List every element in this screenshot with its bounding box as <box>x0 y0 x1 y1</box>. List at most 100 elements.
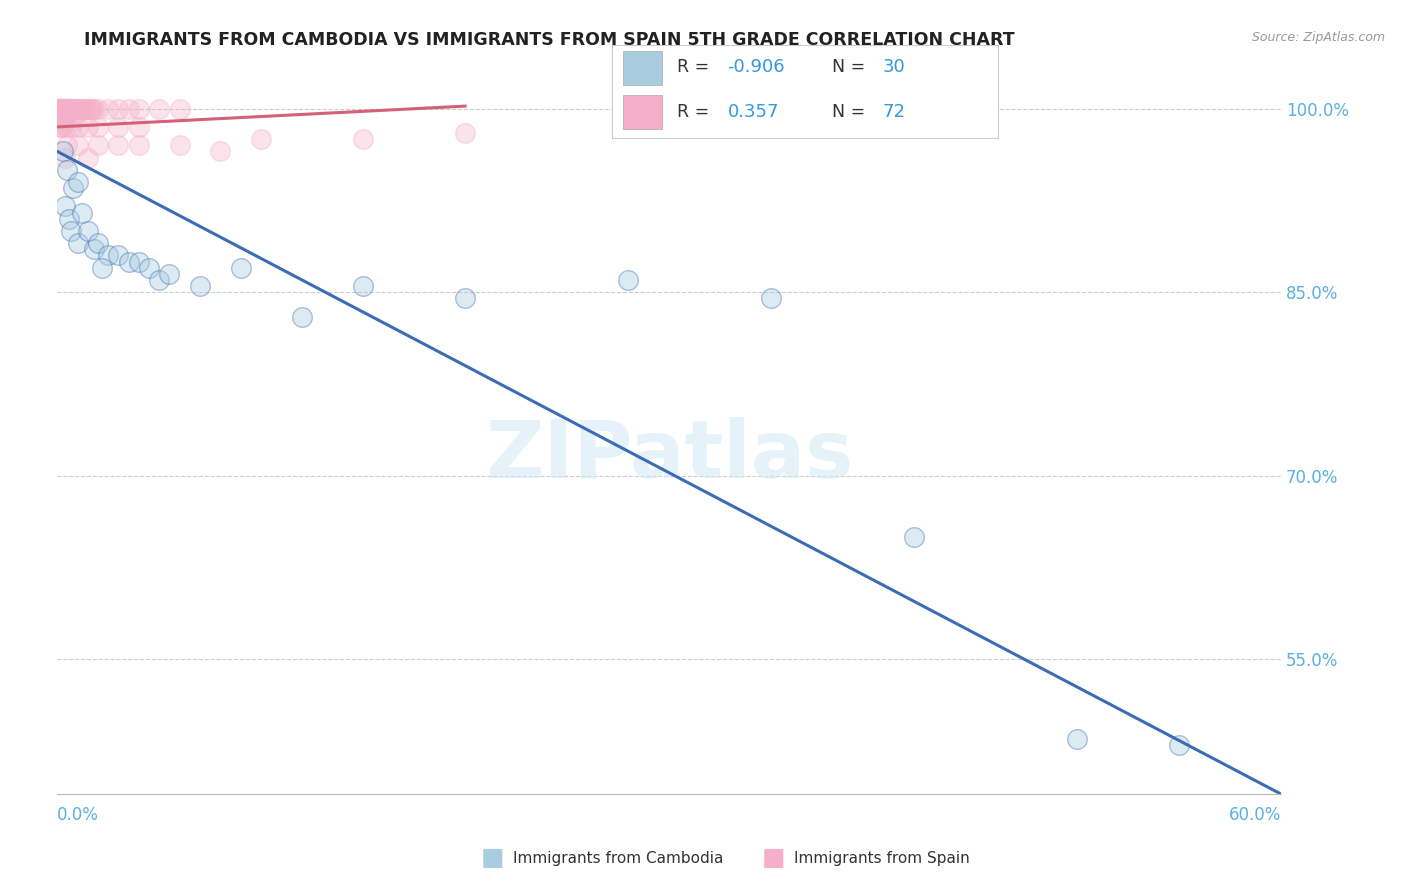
Point <box>128 138 150 153</box>
Point <box>65 102 87 116</box>
Point <box>51 120 73 134</box>
Point <box>52 102 75 116</box>
Point <box>617 273 640 287</box>
Point <box>759 291 782 305</box>
Text: ■: ■ <box>762 847 785 870</box>
Point <box>117 102 139 116</box>
Point <box>48 102 70 116</box>
Point <box>53 108 76 122</box>
Bar <box>623 51 662 85</box>
Text: N =: N = <box>832 58 870 76</box>
Point <box>56 102 79 116</box>
Text: 72: 72 <box>883 103 905 121</box>
Text: ZIPatlas: ZIPatlas <box>485 417 853 495</box>
Point <box>291 310 314 324</box>
Point <box>52 120 75 134</box>
Point <box>60 102 83 116</box>
Point <box>60 120 83 134</box>
Point <box>97 102 120 116</box>
Point <box>87 236 110 251</box>
Point <box>55 102 77 116</box>
Point <box>59 102 82 116</box>
Point <box>56 102 79 116</box>
Point <box>65 102 87 116</box>
Point <box>69 102 91 116</box>
Text: Immigrants from Cambodia: Immigrants from Cambodia <box>513 851 724 865</box>
Point <box>62 102 84 116</box>
Point <box>49 108 72 122</box>
Point <box>903 530 925 544</box>
Point <box>53 102 76 116</box>
Point <box>83 243 105 257</box>
Point <box>97 248 120 262</box>
Text: 60.0%: 60.0% <box>1229 806 1281 824</box>
Point <box>62 102 84 116</box>
Point <box>91 260 114 275</box>
Point <box>49 102 72 116</box>
Point <box>46 102 69 116</box>
Point <box>75 102 97 116</box>
Point <box>169 138 191 153</box>
Point <box>117 254 139 268</box>
Point <box>79 102 101 116</box>
Point <box>53 151 76 165</box>
Point <box>229 260 252 275</box>
Point <box>58 211 80 226</box>
Point <box>48 102 70 116</box>
Point <box>66 138 89 153</box>
Point <box>51 102 73 116</box>
Point <box>51 102 73 116</box>
Text: 0.0%: 0.0% <box>58 806 98 824</box>
Point <box>56 108 79 122</box>
Point <box>56 162 79 177</box>
Point <box>80 102 103 116</box>
Text: Source: ZipAtlas.com: Source: ZipAtlas.com <box>1251 31 1385 45</box>
Point <box>83 102 105 116</box>
Point <box>53 108 76 122</box>
Point <box>352 279 374 293</box>
Point <box>51 102 73 116</box>
Point <box>87 138 110 153</box>
Point <box>62 181 84 195</box>
Point <box>352 132 374 146</box>
Text: Immigrants from Spain: Immigrants from Spain <box>794 851 970 865</box>
Point <box>56 120 79 134</box>
Point <box>169 102 191 116</box>
Point <box>454 291 477 305</box>
Point <box>107 120 129 134</box>
Point <box>148 102 170 116</box>
Point <box>1168 738 1191 752</box>
Point <box>128 120 150 134</box>
Point <box>58 102 80 116</box>
Point <box>49 102 72 116</box>
Point <box>63 108 86 122</box>
Text: R =: R = <box>678 58 716 76</box>
Point <box>53 102 76 116</box>
Point <box>107 248 129 262</box>
Point <box>188 279 211 293</box>
Point <box>46 108 69 122</box>
Point <box>128 254 150 268</box>
Point <box>52 102 75 116</box>
Point <box>52 145 75 159</box>
Point <box>56 102 79 116</box>
Text: ■: ■ <box>481 847 503 870</box>
Point <box>138 260 160 275</box>
Point <box>66 175 89 189</box>
Point <box>48 108 70 122</box>
Point <box>454 126 477 140</box>
Point <box>107 138 129 153</box>
Point <box>66 102 89 116</box>
Point <box>52 108 75 122</box>
Bar <box>623 95 662 129</box>
Point <box>76 102 98 116</box>
Point <box>48 120 70 134</box>
Point <box>55 102 77 116</box>
Point <box>51 108 73 122</box>
Point <box>250 132 273 146</box>
Point <box>128 102 150 116</box>
Point <box>73 102 96 116</box>
Text: N =: N = <box>832 103 870 121</box>
Point <box>76 224 98 238</box>
Text: 0.357: 0.357 <box>728 103 779 121</box>
